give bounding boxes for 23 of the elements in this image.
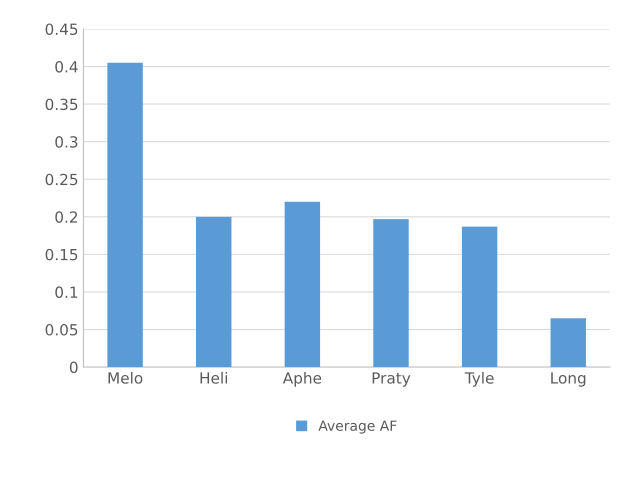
bar [107,62,143,368]
y-tick-label: 0.2 [55,211,78,223]
y-tick-label: 0 [70,362,78,374]
bar [284,202,320,368]
y-tick-label: 0.45 [46,23,78,35]
y-tick-label: 0.1 [55,286,78,298]
legend-label: Average AF [318,420,396,434]
x-tick-label: Melo [108,372,142,384]
bar [373,219,409,368]
bar [196,216,232,368]
y-tick-label: 0.15 [46,248,78,260]
y-tick-label: 0.35 [46,98,78,110]
x-tick-label: Tyle [464,372,494,387]
x-tick-label: Aphe [282,372,322,387]
bar [462,226,498,368]
x-tick-label: Long [551,372,586,387]
x-tick-label: Praty [372,372,410,387]
x-tick-label: Heli [200,372,227,384]
bar [550,318,586,368]
y-tick-label: 0.05 [46,324,78,336]
y-tick-label: 0.25 [46,174,78,186]
y-tick-label: 0.4 [55,61,78,73]
y-tick-label: 0.3 [55,136,78,148]
